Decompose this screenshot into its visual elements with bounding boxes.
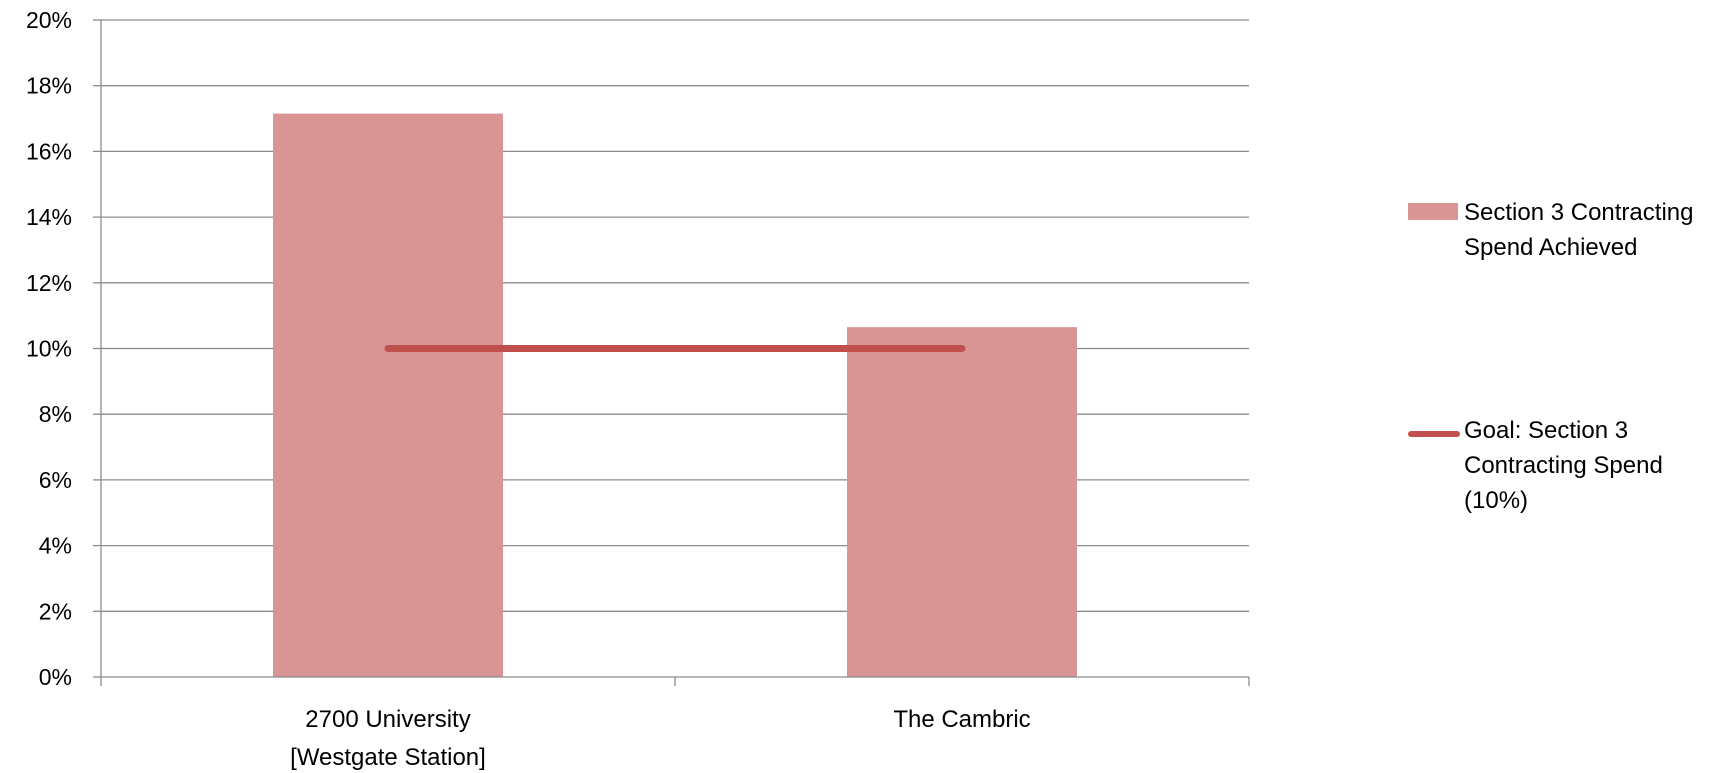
y-tick-labels: 0% 2% 4% 6% 8% 10% 12% 14% 16% 18% 20% bbox=[26, 7, 72, 690]
y-tick-label: 4% bbox=[39, 533, 72, 559]
legend-swatch-bar bbox=[1408, 203, 1458, 220]
x-tick-labels: 2700 University [Westgate Station] The Cam… bbox=[290, 706, 1031, 771]
x-tick-label: The Cambric bbox=[893, 706, 1030, 733]
y-tick-label: 8% bbox=[39, 401, 72, 427]
x-tick-label: [Westgate Station] bbox=[290, 744, 486, 771]
y-tick-label: 12% bbox=[26, 270, 72, 296]
y-tick-label: 0% bbox=[39, 664, 72, 690]
y-tick-label: 14% bbox=[26, 204, 72, 230]
bars bbox=[273, 113, 1077, 677]
legend-label-line: Goal: Section 3 Contracting Spend (10%) bbox=[1464, 417, 1663, 514]
y-tick-label: 6% bbox=[39, 467, 72, 493]
bar bbox=[847, 327, 1077, 677]
y-tick-label: 18% bbox=[26, 73, 72, 99]
y-tick-label: 10% bbox=[26, 336, 72, 362]
legend-label-bar: Section 3 Contracting Spend Achieved bbox=[1464, 199, 1694, 261]
y-tick-label: 20% bbox=[26, 7, 72, 33]
y-tick-label: 2% bbox=[39, 598, 72, 624]
x-tick-label: 2700 University bbox=[305, 706, 470, 733]
legend-swatch-line bbox=[1408, 431, 1460, 437]
bar bbox=[273, 113, 503, 677]
y-tick-label: 16% bbox=[26, 138, 72, 164]
axes bbox=[100, 20, 1250, 686]
